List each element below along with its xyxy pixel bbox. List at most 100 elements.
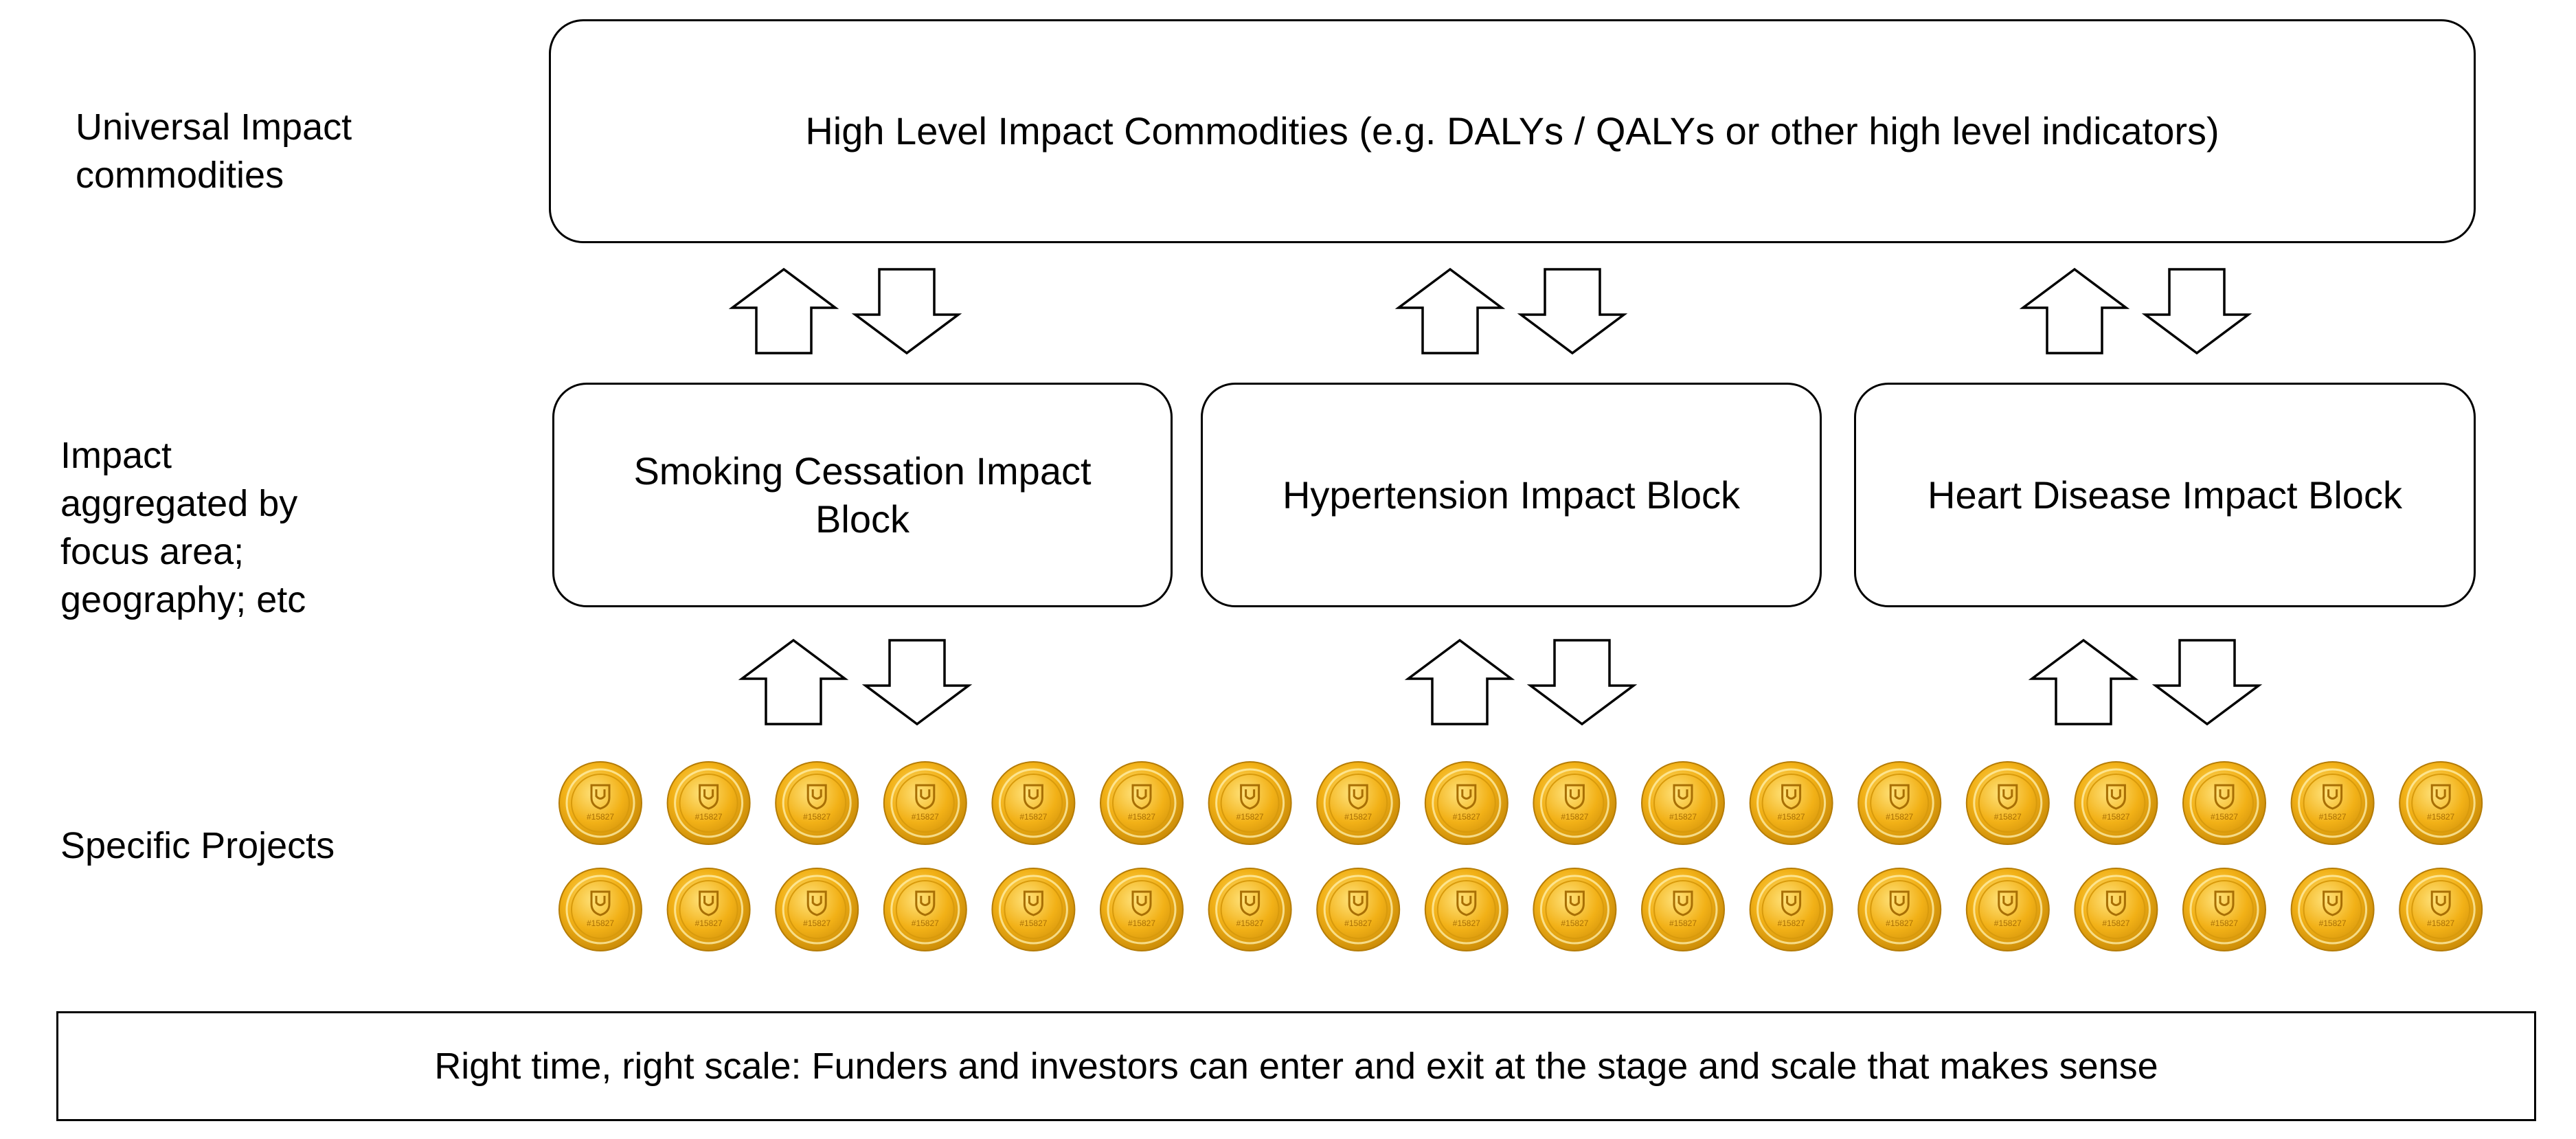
arrow-down-hypertension-bottom-icon	[1526, 639, 1638, 726]
coin-stamp-text: #15827	[1778, 812, 1805, 822]
row-label-projects: Specific Projects	[60, 825, 335, 866]
bottom-banner: Right time, right scale: Funders and inv…	[56, 1011, 2536, 1121]
coin-stamp-text: #15827	[2102, 812, 2129, 822]
coin-stamp-text: #15827	[2427, 918, 2454, 928]
coin-stamp-text: #15827	[1019, 918, 1047, 928]
coin-stamp-text: #15827	[695, 918, 723, 928]
arrow-up-smoking-top-icon	[728, 267, 839, 354]
project-coin-icon: #15827	[2399, 761, 2483, 845]
coin-stamp-text: #15827	[803, 918, 831, 928]
coin-group: #15827 #15827 #15827 #15827 #15827 #15827 #158…	[558, 761, 2483, 951]
project-coin-icon: #15827	[1641, 761, 1725, 845]
project-coin-icon: #15827	[883, 761, 967, 845]
high-level-commodities-text: High Level Impact Commodities (e.g. DALY…	[805, 109, 2219, 153]
project-coin-icon: #15827	[2074, 868, 2158, 951]
arrow-down-smoking-top-icon	[851, 268, 962, 355]
coin-stamp-text: #15827	[2211, 812, 2238, 822]
smoking-cessation-block: Smoking Cessation Impact Block	[552, 383, 1173, 607]
project-coin-icon: #15827	[1100, 868, 1184, 951]
coin-stamp-text: #15827	[1994, 918, 2022, 928]
project-coin-icon: #15827	[991, 868, 1076, 951]
coin-stamp-text: #15827	[1669, 812, 1697, 822]
coin-stamp-text: #15827	[587, 812, 614, 822]
coin-stamp-text: #15827	[1886, 812, 1913, 822]
coin-stamp-text: #15827	[1128, 918, 1155, 928]
coin-stamp-text: #15827	[1886, 918, 1913, 928]
hypertension-block: Hypertension Impact Block	[1201, 383, 1822, 607]
coin-stamp-text: #15827	[587, 918, 614, 928]
coin-stamp-text: #15827	[912, 918, 939, 928]
arrow-up-hypertension-bottom-icon	[1404, 638, 1515, 725]
coin-stamp-text: #15827	[1019, 812, 1047, 822]
heart-disease-block: Heart Disease Impact Block	[1854, 383, 2476, 607]
coin-stamp-text: #15827	[2319, 918, 2347, 928]
coin-stamp-text: #15827	[1236, 918, 1264, 928]
project-coin-icon: #15827	[2182, 868, 2266, 951]
project-coin-icon: #15827	[1533, 868, 1617, 951]
heart-disease-block-label: Heart Disease Impact Block	[1928, 473, 2402, 517]
project-coin-icon: #15827	[775, 761, 859, 845]
coin-stamp-text: #15827	[1453, 918, 1480, 928]
project-coin-icon: #15827	[1208, 868, 1292, 951]
arrow-up-heart-bottom-icon	[2028, 638, 2139, 725]
coin-stamp-text: #15827	[912, 812, 939, 822]
arrow-down-smoking-bottom-icon	[861, 639, 973, 726]
project-coin-icon: #15827	[1316, 868, 1401, 951]
coin-stamp-text: #15827	[1236, 812, 1264, 822]
project-coin-icon: #15827	[1749, 868, 1833, 951]
coin-stamp-text: #15827	[2319, 812, 2347, 822]
project-coin-icon: #15827	[1533, 761, 1617, 845]
coin-stamp-text: #15827	[2427, 812, 2454, 822]
hypertension-block-label: Hypertension Impact Block	[1282, 473, 1741, 517]
arrow-down-heart-top-icon	[2141, 268, 2252, 355]
high-level-commodities-box: High Level Impact Commodities (e.g. DALY…	[549, 19, 2476, 243]
coin-stamp-text: #15827	[1561, 812, 1588, 822]
coin-stamp-text: #15827	[1344, 918, 1372, 928]
arrow-up-heart-top-icon	[2019, 267, 2130, 354]
smoking-cessation-block-label: Smoking Cessation Impact Block	[633, 449, 1092, 541]
project-coin-icon: #15827	[1965, 761, 2050, 845]
project-coin-icon: #15827	[1965, 868, 2050, 951]
arrow-down-heart-bottom-icon	[2151, 639, 2263, 726]
project-coin-icon: #15827	[2399, 868, 2483, 951]
project-coin-icon: #15827	[2290, 761, 2375, 845]
project-coin-icon: #15827	[558, 868, 642, 951]
project-coin-icon: #15827	[1424, 761, 1509, 845]
project-coin-icon: #15827	[1100, 761, 1184, 845]
row-label-universal: Universal Impact commodities	[76, 106, 352, 196]
coin-stamp-text: #15827	[1778, 918, 1805, 928]
project-coin-icon: #15827	[1208, 761, 1292, 845]
project-coin-icon: #15827	[1641, 868, 1725, 951]
arrow-up-hypertension-top-icon	[1394, 267, 1506, 354]
row-label-aggregated: Impact aggregated by focus area; geograp…	[60, 435, 306, 620]
coin-stamp-text: #15827	[695, 812, 723, 822]
project-coin-icon: #15827	[1857, 868, 1942, 951]
coin-stamp-text: #15827	[803, 812, 831, 822]
project-coins-grid: #15827 #15827 #15827 #15827 #15827 #15827 #158…	[558, 761, 2483, 951]
project-coin-icon: #15827	[991, 761, 1076, 845]
arrow-down-hypertension-top-icon	[1517, 268, 1628, 355]
project-coin-icon: #15827	[775, 868, 859, 951]
coin-stamp-text: #15827	[1994, 812, 2022, 822]
arrow-group	[728, 267, 2263, 726]
project-coin-icon: #15827	[666, 761, 751, 845]
coin-stamp-text: #15827	[2102, 918, 2129, 928]
project-coin-icon: #15827	[1749, 761, 1833, 845]
project-coin-icon: #15827	[1316, 761, 1401, 845]
project-coin-icon: #15827	[558, 761, 642, 845]
bottom-banner-text: Right time, right scale: Funders and inv…	[434, 1046, 2158, 1087]
project-coin-icon: #15827	[2074, 761, 2158, 845]
project-coin-icon: #15827	[2290, 868, 2375, 951]
coin-stamp-text: #15827	[1561, 918, 1588, 928]
coin-stamp-text: #15827	[1669, 918, 1697, 928]
project-coin-icon: #15827	[666, 868, 751, 951]
project-coin-icon: #15827	[1857, 761, 1942, 845]
coin-stamp-text: #15827	[1344, 812, 1372, 822]
coin-stamp-text: #15827	[2211, 918, 2238, 928]
coin-stamp-text: #15827	[1453, 812, 1480, 822]
project-coin-icon: #15827	[1424, 868, 1509, 951]
project-coin-icon: #15827	[883, 868, 967, 951]
project-coin-icon: #15827	[2182, 761, 2266, 845]
arrow-up-smoking-bottom-icon	[738, 638, 849, 725]
